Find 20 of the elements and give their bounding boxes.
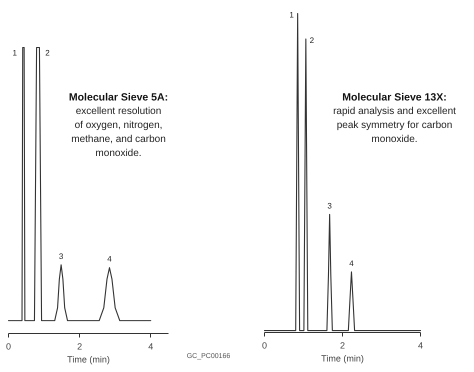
text: excellent resolution of oxygen, nitrogen, methane, and carbon monoxide. bbox=[71, 106, 166, 159]
annotation: 4 bbox=[107, 254, 112, 264]
text: Molecular Sieve 5A: bbox=[68, 92, 168, 104]
text: Molecular Sieve 13X: bbox=[342, 92, 447, 104]
x-tick-label: 2 bbox=[77, 342, 82, 352]
x-tick-label: 4 bbox=[148, 342, 154, 352]
x-axis-title: Time (min) bbox=[67, 354, 110, 364]
annotation: 2 bbox=[310, 36, 315, 46]
x-tick-label: 0 bbox=[6, 342, 12, 352]
annotation: 1 bbox=[12, 48, 18, 58]
text: rapid analysis and excellent peak symmetry for carbon monoxide. bbox=[333, 106, 456, 145]
annotation: 1 bbox=[289, 10, 294, 20]
annotation: 4 bbox=[349, 258, 354, 268]
annotation: 3 bbox=[327, 201, 332, 210]
x-tick-label: 0 bbox=[262, 340, 268, 350]
annotation: 3 bbox=[58, 252, 64, 261]
annotation: 2 bbox=[45, 48, 50, 58]
x-axis-title: Time (min) bbox=[321, 354, 364, 364]
x-tick-label: 2 bbox=[340, 340, 346, 350]
x-tick-label: 4 bbox=[418, 340, 424, 350]
